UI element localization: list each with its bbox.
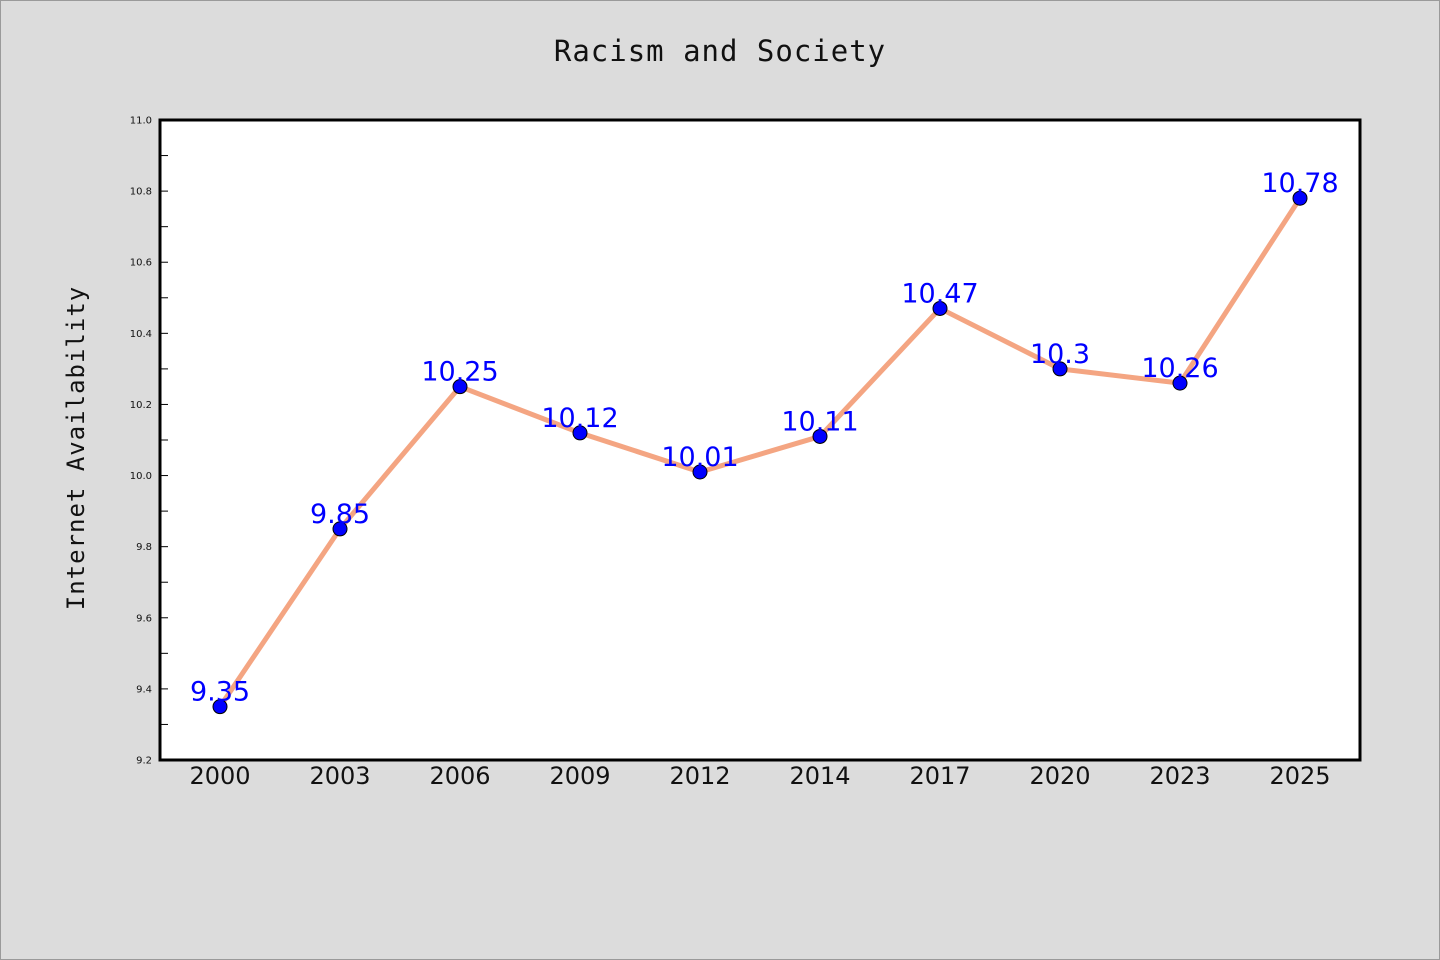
data-point <box>212 699 228 715</box>
data-label: 9.35 <box>190 677 250 708</box>
y-tick-label: 10.6 <box>130 258 152 269</box>
x-tick-label: 2009 <box>549 762 610 790</box>
data-label: 10.47 <box>901 278 978 309</box>
y-tick-label: 10.0 <box>130 471 152 482</box>
data-label: 10.78 <box>1261 168 1338 199</box>
x-tick-label: 2003 <box>309 762 370 790</box>
x-tick-label: 2025 <box>1269 762 1330 790</box>
y-tick-label: 10.8 <box>130 187 152 198</box>
chart-title: Racism and Society <box>553 34 887 68</box>
plot-area <box>160 120 1360 760</box>
y-tick-label: 9.2 <box>136 756 152 767</box>
data-label: 10.11 <box>781 406 858 437</box>
x-tick-label: 2023 <box>1149 762 1210 790</box>
plot-border <box>158 118 1362 762</box>
y-tick-label: 10.2 <box>130 400 152 411</box>
data-point <box>692 464 708 480</box>
x-tick-label: 2012 <box>669 762 730 790</box>
data-label: 10.01 <box>661 442 738 473</box>
series-line <box>217 195 1303 710</box>
x-tick-label: 2014 <box>789 762 850 790</box>
data-labels: 9.35 9.85 10.25 10.12 10.01 10.11 10.47 10.3 10.… <box>190 168 1339 707</box>
data-point <box>812 428 828 444</box>
x-tick-label: 2020 <box>1029 762 1090 790</box>
data-point <box>932 300 948 316</box>
data-point <box>1052 361 1068 377</box>
data-point <box>1292 190 1308 206</box>
data-label: 10.26 <box>1141 353 1218 384</box>
data-label: 10.3 <box>1030 339 1090 370</box>
y-tick-label: 11.0 <box>130 116 152 127</box>
y-tick-label: 9.8 <box>136 542 152 553</box>
x-tick-label: 2000 <box>189 762 250 790</box>
y-tick-label: 9.4 <box>136 684 152 695</box>
data-point <box>572 425 588 441</box>
series-layer <box>212 190 1308 715</box>
data-label: 10.25 <box>421 357 498 388</box>
data-point <box>332 521 348 537</box>
data-label: 9.85 <box>310 499 370 530</box>
data-point <box>452 379 468 395</box>
y-tick-label: 10.4 <box>130 329 152 340</box>
y-tick-label: 9.6 <box>136 613 152 624</box>
x-axis-ticks: 2000 2003 2006 2009 2012 2014 2017 2020 2023 2025 <box>189 762 1330 790</box>
x-tick-label: 2006 <box>429 762 490 790</box>
data-label: 10.12 <box>541 403 618 434</box>
x-tick-label: 2017 <box>909 762 970 790</box>
data-point <box>1172 375 1188 391</box>
